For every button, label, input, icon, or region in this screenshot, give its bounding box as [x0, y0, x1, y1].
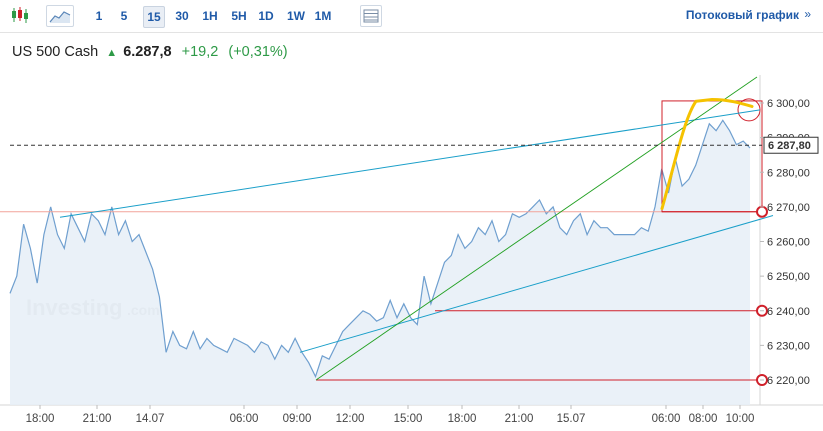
timeframe-1m[interactable]: 1M — [314, 9, 332, 23]
yellow-annotation-curve — [660, 98, 754, 211]
last-price: 6.287,8 — [123, 44, 172, 60]
x-tick-label: 21:00 — [505, 413, 534, 425]
up-arrow-icon: ▲ — [106, 47, 118, 59]
price-area-fill — [10, 120, 750, 406]
y-tick-label: 6 250,00 — [767, 271, 810, 283]
timeframe-5[interactable]: 5 — [120, 9, 128, 23]
x-tick-label: 09:00 — [283, 413, 312, 425]
y-tick-label: 6 240,00 — [767, 306, 810, 318]
quote-header: US 500 Cash ▲ 6.287,8 +19,2 (+0,31%) — [12, 42, 288, 62]
current-price-box — [763, 136, 819, 154]
current-price-label: 6 287,80 — [768, 140, 811, 152]
chart-toolbar: Потоковый график » 1 5 15 30 1H 5H 1D 1W 1M — [0, 0, 823, 33]
x-tick-label: 14.07 — [136, 413, 165, 425]
instrument-name: US 500 Cash — [12, 44, 99, 60]
y-tick-label: 6 230,00 — [767, 340, 810, 352]
chart-svg[interactable]: Investing.com6 220,006 230,006 240,006 2… — [0, 75, 823, 431]
y-tick-label: 6 260,00 — [767, 237, 810, 249]
timeframe-1[interactable]: 1 — [95, 9, 103, 23]
chevron-right-icon[interactable]: » — [804, 7, 811, 21]
timeframe-1w[interactable]: 1W — [287, 9, 305, 23]
trendline-upper-blue — [59, 109, 761, 218]
y-tick-label: 6 220,00 — [767, 375, 810, 387]
level-handle-0[interactable] — [756, 205, 768, 218]
x-tick-label: 15.07 — [557, 413, 586, 425]
trendline-lower-blue — [299, 215, 774, 353]
timeframe-1d[interactable]: 1D — [258, 9, 274, 23]
x-tick-label: 06:00 — [652, 413, 681, 425]
price-line — [9, 119, 751, 379]
candlestick-icon[interactable] — [8, 4, 32, 26]
price-change: +19,2 — [181, 44, 219, 60]
x-tick-label: 18:00 — [26, 413, 55, 425]
timeframe-15[interactable]: 15 — [143, 6, 165, 28]
timeframe-30[interactable]: 30 — [175, 9, 189, 23]
x-tick-label: 18:00 — [448, 413, 477, 425]
price-chart[interactable]: Investing.com6 220,006 230,006 240,006 2… — [0, 75, 823, 431]
area-chart-icon[interactable] — [46, 5, 74, 27]
timeframe-5h[interactable]: 5H — [231, 9, 247, 23]
x-tick-label: 21:00 — [83, 413, 112, 425]
y-tick-label: 6 270,00 — [767, 202, 810, 214]
x-tick-label: 12:00 — [336, 413, 365, 425]
y-tick-label: 6 300,00 — [767, 98, 810, 110]
x-tick-label: 08:00 — [689, 413, 718, 425]
streaming-chart-link[interactable]: Потоковый график — [685, 8, 799, 22]
timeframe-1h[interactable]: 1H — [202, 9, 218, 23]
x-tick-label: 06:00 — [230, 413, 259, 425]
x-tick-label: 15:00 — [394, 413, 423, 425]
y-tick-label: 6 280,00 — [767, 167, 810, 179]
table-view-icon[interactable] — [360, 5, 382, 27]
price-change-percent: (+0,31%) — [228, 44, 288, 60]
x-tick-label: 10:00 — [726, 413, 755, 425]
